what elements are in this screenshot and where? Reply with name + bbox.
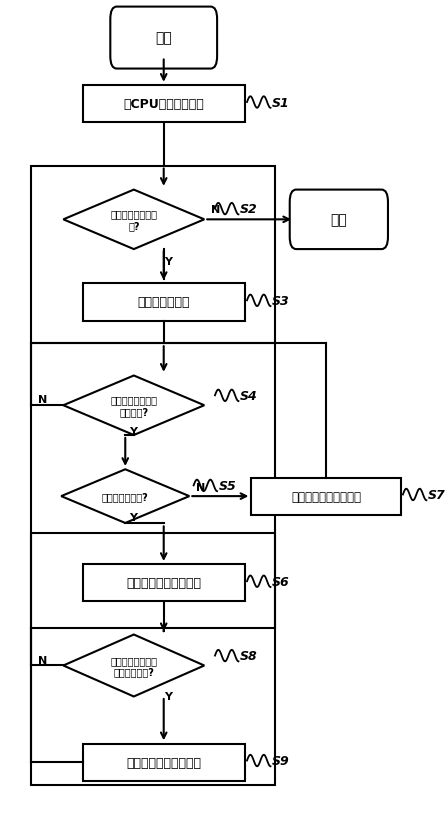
Polygon shape: [61, 469, 190, 523]
Text: 为该从站总线分配编号: 为该从站总线分配编号: [126, 756, 201, 768]
Bar: [31, 166, 275, 344]
FancyBboxPatch shape: [83, 284, 245, 321]
Polygon shape: [63, 190, 204, 250]
Text: S9: S9: [272, 754, 290, 767]
Text: N: N: [38, 394, 47, 404]
Text: Y: Y: [130, 513, 138, 522]
Text: Y: Y: [130, 426, 138, 436]
Text: N: N: [196, 483, 205, 493]
Text: S2: S2: [240, 203, 257, 216]
Text: S3: S3: [272, 295, 290, 307]
Bar: [31, 534, 275, 785]
Text: 有未访问的总口节
点?: 有未访问的总口节 点?: [110, 209, 157, 231]
Text: S4: S4: [240, 389, 257, 402]
Text: S5: S5: [219, 479, 236, 493]
Text: 结束: 结束: [330, 213, 347, 227]
Text: S7: S7: [428, 489, 446, 502]
Text: Y: Y: [164, 257, 173, 267]
FancyBboxPatch shape: [83, 86, 245, 123]
Text: S8: S8: [240, 649, 257, 662]
Text: N: N: [38, 655, 47, 665]
Polygon shape: [63, 635, 204, 696]
Text: S1: S1: [272, 96, 290, 109]
Text: N: N: [211, 205, 220, 214]
Text: 主站节点下有未访
问的从站节点?: 主站节点下有未访 问的从站节点?: [110, 655, 157, 676]
Text: Y: Y: [164, 691, 173, 701]
Text: S6: S6: [272, 575, 290, 588]
Polygon shape: [63, 376, 204, 436]
Text: 开始: 开始: [156, 31, 172, 46]
FancyBboxPatch shape: [83, 565, 245, 602]
Text: 为该从站总线分配编号: 为该从站总线分配编号: [291, 490, 361, 503]
Text: 为该主站总线分配编号: 为该主站总线分配编号: [126, 576, 201, 590]
Text: 为CPU总线分配编号: 为CPU总线分配编号: [123, 98, 204, 111]
Bar: [31, 344, 275, 628]
FancyBboxPatch shape: [83, 744, 245, 781]
FancyBboxPatch shape: [290, 190, 388, 250]
FancyBboxPatch shape: [110, 7, 217, 70]
Text: 节点为主站节点?: 节点为主站节点?: [102, 492, 149, 502]
Text: 总口节点下有未访
问的节点?: 总口节点下有未访 问的节点?: [110, 395, 157, 416]
FancyBboxPatch shape: [251, 478, 401, 515]
Text: 访问该总口节点: 访问该总口节点: [138, 296, 190, 309]
